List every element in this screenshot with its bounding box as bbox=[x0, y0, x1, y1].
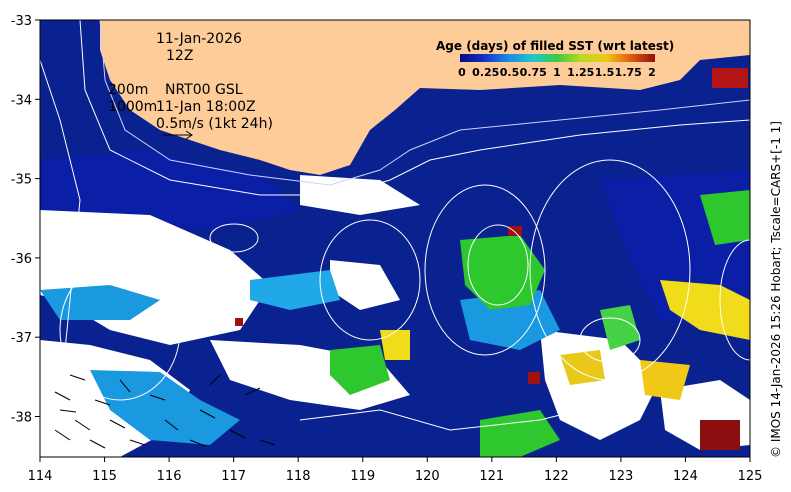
colorbar-title: Age (days) of filled SST (wrt latest) bbox=[436, 39, 674, 53]
credit-text: © IMOS 14-Jan-2026 15:26 Hobart; Tscale=… bbox=[769, 121, 783, 458]
x-tick-label: 122 bbox=[544, 469, 569, 484]
x-axis: 114 115 116 117 118 119 120 121 122 123 124 125 bbox=[28, 457, 763, 484]
colorbar-tick-label: 1 bbox=[553, 66, 561, 79]
colorbar-tick-label: 0 bbox=[458, 66, 466, 79]
colorbar-tick-label: 0.25 bbox=[472, 66, 499, 79]
isobath-200m-label: 200m bbox=[108, 82, 148, 98]
age-mid-patch bbox=[40, 285, 160, 320]
x-tick-label: 120 bbox=[415, 469, 440, 484]
colorbar-tick-label: 1.25 bbox=[567, 66, 594, 79]
velocity-scale-label: 0.5m/s (1kt 24h) bbox=[156, 116, 273, 132]
isobath-1000m-label: 1000m bbox=[108, 99, 157, 115]
x-tick-label: 121 bbox=[479, 469, 504, 484]
age-old-speck bbox=[528, 372, 540, 384]
isobath-1000m bbox=[79, 20, 750, 196]
age-old-speck bbox=[508, 226, 522, 236]
y-tick-label: -35 bbox=[11, 173, 32, 188]
age-green-patch bbox=[600, 305, 640, 350]
current-vectors bbox=[54, 374, 276, 449]
age-green-patch bbox=[700, 190, 750, 245]
age-green-patch bbox=[480, 410, 560, 457]
colorbar-tick-label: 0.75 bbox=[520, 66, 547, 79]
age-yellow-patch bbox=[660, 280, 750, 340]
product-label: NRT00 GSL bbox=[165, 82, 243, 98]
isobath-200m bbox=[99, 20, 750, 186]
y-tick-label: -34 bbox=[11, 93, 32, 108]
x-tick-label: 123 bbox=[608, 469, 633, 484]
y-tick-label: -38 bbox=[11, 411, 32, 426]
x-tick-label: 124 bbox=[673, 469, 698, 484]
x-tick-label: 118 bbox=[286, 469, 311, 484]
age-green-patch bbox=[460, 235, 545, 310]
age-yellow-patch bbox=[380, 330, 410, 360]
age-old-speck bbox=[700, 420, 740, 450]
velocity-scale-arrow bbox=[162, 130, 193, 140]
y-tick-label: -37 bbox=[11, 331, 32, 346]
valid-time-label: 11-Jan 18:00Z bbox=[156, 99, 256, 115]
age-mid-patch bbox=[250, 270, 340, 310]
x-tick-label: 119 bbox=[350, 469, 375, 484]
colorbar-ticks: 0 0.25 0.5 0.75 1 1.25 1.5 1.75 2 bbox=[458, 66, 656, 79]
colorbar bbox=[460, 54, 655, 62]
age-old-speck bbox=[235, 318, 243, 326]
colorbar-tick-label: 1.75 bbox=[615, 66, 642, 79]
age-green-patch bbox=[330, 345, 390, 395]
y-tick-label: -33 bbox=[11, 14, 32, 29]
age-old-speck bbox=[712, 68, 748, 88]
x-tick-label: 116 bbox=[157, 469, 182, 484]
y-tick-label: -36 bbox=[11, 252, 32, 267]
x-tick-label: 115 bbox=[92, 469, 117, 484]
x-tick-label: 114 bbox=[28, 469, 53, 484]
map-date: 11-Jan-2026 bbox=[156, 31, 242, 47]
x-tick-label: 117 bbox=[221, 469, 246, 484]
map-field bbox=[40, 20, 750, 457]
colorbar-tick-label: 0.5 bbox=[500, 66, 520, 79]
map-frame bbox=[39, 19, 751, 458]
sea-level-contours bbox=[40, 59, 750, 457]
nodata-region bbox=[330, 260, 400, 310]
map-hour: 12Z bbox=[166, 48, 193, 64]
colorbar-tick-label: 2 bbox=[648, 66, 656, 79]
colorbar-tick-label: 1.5 bbox=[595, 66, 615, 79]
y-axis: -33 -34 -35 -36 -37 -38 bbox=[11, 14, 40, 426]
age-yellow-patch bbox=[640, 360, 690, 400]
x-tick-label: 125 bbox=[738, 469, 763, 484]
